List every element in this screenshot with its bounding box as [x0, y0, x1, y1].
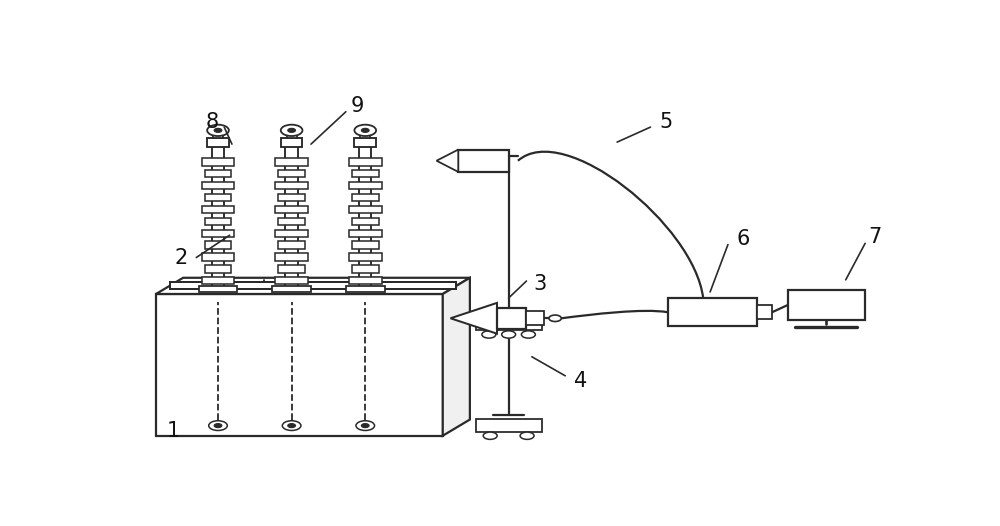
Bar: [354, 138, 376, 147]
Bar: [205, 265, 231, 272]
Bar: [202, 254, 234, 261]
Bar: [278, 241, 305, 249]
Text: 7: 7: [869, 227, 882, 247]
Bar: [205, 194, 231, 201]
Bar: [352, 194, 379, 201]
Bar: [526, 311, 544, 325]
Bar: [202, 229, 234, 237]
Bar: [275, 206, 308, 213]
Circle shape: [361, 128, 369, 133]
Bar: [272, 286, 311, 292]
Circle shape: [207, 125, 229, 136]
Text: 5: 5: [659, 112, 673, 132]
Bar: [278, 194, 305, 201]
Text: 3: 3: [533, 274, 546, 294]
Circle shape: [288, 423, 296, 428]
Bar: [202, 182, 234, 189]
Bar: [275, 158, 308, 166]
Bar: [205, 218, 231, 225]
Bar: [360, 130, 370, 138]
Polygon shape: [450, 303, 497, 333]
Bar: [349, 158, 382, 166]
Circle shape: [288, 128, 296, 133]
Bar: [202, 158, 234, 166]
Bar: [346, 286, 385, 292]
Bar: [275, 254, 308, 261]
Bar: [349, 254, 382, 261]
Bar: [352, 265, 379, 272]
Bar: [202, 277, 234, 285]
Bar: [497, 308, 526, 329]
Bar: [275, 182, 308, 189]
Bar: [278, 265, 305, 272]
Bar: [349, 182, 382, 189]
Circle shape: [549, 315, 561, 321]
Text: 2: 2: [174, 248, 187, 268]
Bar: [285, 144, 298, 287]
Bar: [278, 170, 305, 177]
Bar: [278, 218, 305, 225]
Bar: [352, 241, 379, 249]
Bar: [287, 130, 297, 138]
Bar: [352, 218, 379, 225]
Text: 8: 8: [205, 112, 218, 132]
Bar: [349, 277, 382, 285]
Circle shape: [214, 423, 222, 428]
Bar: [359, 144, 371, 287]
Bar: [170, 282, 456, 289]
Circle shape: [502, 331, 516, 338]
Circle shape: [281, 125, 302, 136]
Bar: [207, 138, 229, 147]
Text: 1: 1: [166, 421, 180, 441]
Circle shape: [520, 432, 534, 439]
Bar: [205, 170, 231, 177]
Bar: [156, 294, 443, 436]
Circle shape: [361, 423, 369, 428]
Text: 9: 9: [351, 96, 364, 116]
Bar: [757, 305, 772, 319]
Bar: [202, 206, 234, 213]
Circle shape: [356, 421, 375, 430]
Bar: [212, 144, 224, 287]
Circle shape: [521, 331, 535, 338]
Bar: [213, 130, 223, 138]
Bar: [275, 277, 308, 285]
Bar: [205, 241, 231, 249]
Circle shape: [354, 125, 376, 136]
Bar: [199, 286, 237, 292]
Bar: [281, 138, 302, 147]
Bar: [476, 320, 542, 330]
Bar: [476, 419, 542, 432]
Bar: [349, 206, 382, 213]
Bar: [275, 229, 308, 237]
Bar: [458, 149, 509, 172]
Circle shape: [483, 432, 497, 439]
Polygon shape: [156, 278, 470, 294]
Circle shape: [282, 421, 301, 430]
Bar: [668, 298, 757, 326]
Bar: [349, 229, 382, 237]
Bar: [352, 170, 379, 177]
Text: 6: 6: [737, 229, 750, 249]
Polygon shape: [437, 149, 458, 172]
Polygon shape: [443, 278, 470, 436]
Circle shape: [209, 421, 227, 430]
Text: 4: 4: [574, 371, 587, 391]
Bar: [788, 290, 865, 320]
Circle shape: [214, 128, 222, 133]
Circle shape: [482, 331, 496, 338]
